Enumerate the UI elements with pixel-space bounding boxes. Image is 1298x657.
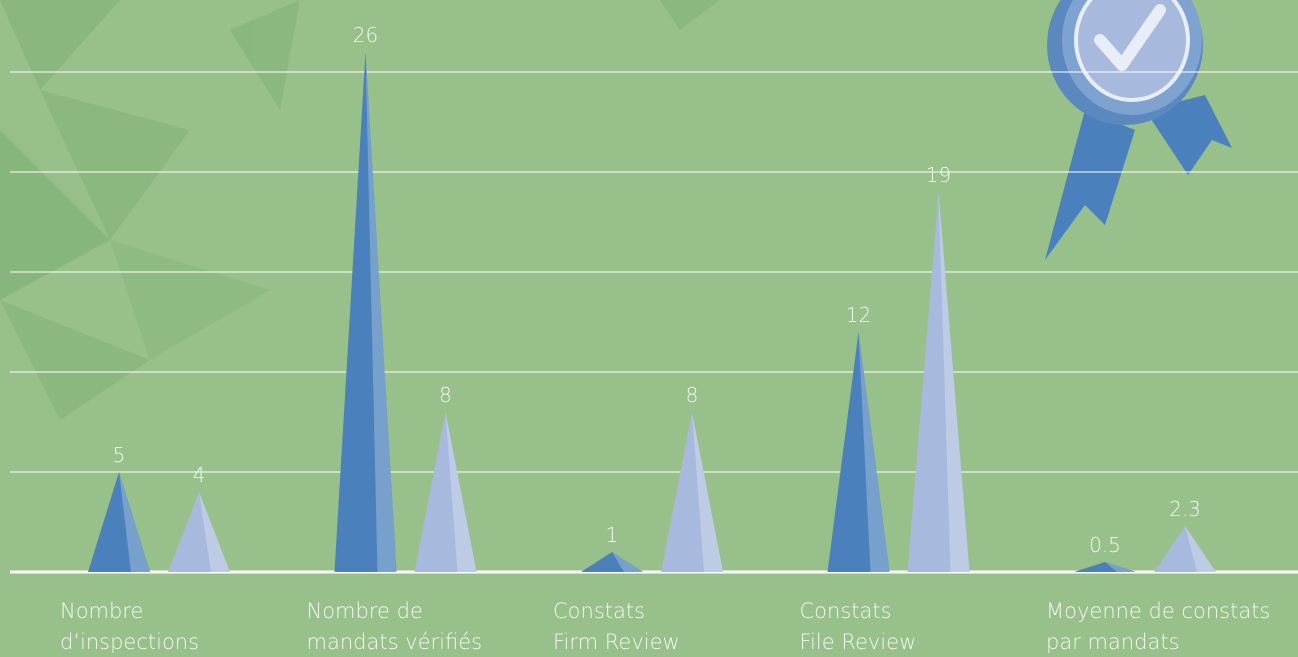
spike-shade <box>1105 562 1136 572</box>
x-tick-label: Nombre <box>60 599 143 623</box>
spike-shade <box>612 552 643 572</box>
value-label: 26 <box>353 23 378 47</box>
x-tick-label: Firm Review <box>553 630 680 654</box>
decoration <box>0 0 720 420</box>
badge <box>1045 0 1232 260</box>
value-label: 5 <box>113 443 126 467</box>
x-tick-label: Constats <box>553 599 645 623</box>
x-tick-label: Constats <box>800 599 892 623</box>
value-label: 8 <box>686 383 699 407</box>
x-tick-label: mandats vérifiés <box>307 630 483 654</box>
spike-shade <box>445 412 477 572</box>
x-tick-label: File Review <box>800 630 917 654</box>
value-label: 12 <box>846 303 871 327</box>
value-label: 1 <box>606 523 619 547</box>
value-label: 8 <box>439 383 452 407</box>
x-tick-label: Moyenne de constats <box>1046 599 1270 623</box>
value-label: 2.3 <box>1169 497 1201 521</box>
spike-shade <box>938 192 970 572</box>
spike-shade <box>858 332 890 572</box>
x-tick-label: par mandats <box>1046 630 1180 654</box>
value-label: 19 <box>926 163 951 187</box>
spike-shade <box>365 52 397 572</box>
value-label: 4 <box>193 463 206 487</box>
x-tick-label: d’inspections <box>60 630 199 654</box>
spike-shade <box>692 412 723 572</box>
spike-shade <box>119 472 150 572</box>
x-tick-label: Nombre de <box>307 599 423 623</box>
value-label: 0.5 <box>1089 533 1121 557</box>
spike-shade <box>1185 526 1216 572</box>
spike-shade <box>199 492 230 572</box>
